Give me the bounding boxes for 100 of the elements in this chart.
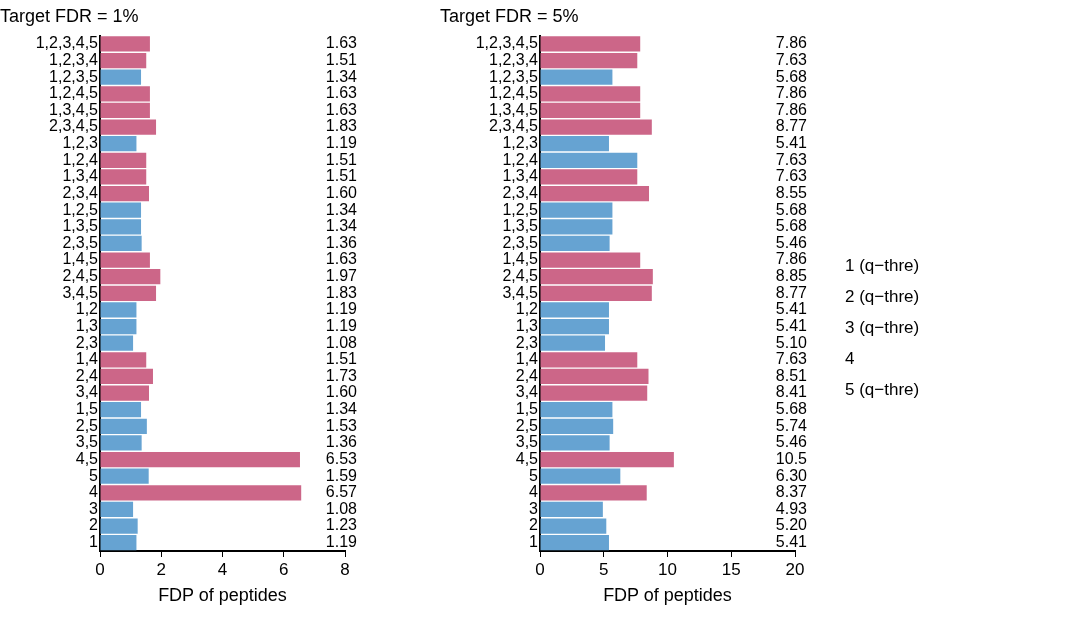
data-label: 8.37 <box>775 483 808 501</box>
y-tick-label: 2,4,5 <box>62 267 99 285</box>
y-tick-label: 4 <box>89 483 99 501</box>
data-label: 7.63 <box>775 50 808 68</box>
data-label: 8.77 <box>775 283 808 301</box>
y-tick-label: 2,4 <box>515 366 539 384</box>
bar <box>540 136 609 152</box>
bar <box>540 352 638 368</box>
data-label: 6.53 <box>325 449 358 467</box>
bar <box>100 352 147 368</box>
y-tick-label: 1,2,3,5 <box>489 67 539 85</box>
y-tick-label: 2,3 <box>515 333 539 351</box>
data-label: 7.86 <box>775 100 808 118</box>
y-tick-label: 1,4,5 <box>62 250 99 268</box>
x-tick-label: 4 <box>217 559 228 579</box>
data-label: 5.68 <box>775 200 808 218</box>
y-tick-label: 1,3,4 <box>62 167 99 185</box>
x-tick-label: 5 <box>599 559 609 579</box>
x-axis-title: FDP of peptides <box>158 585 287 606</box>
data-label: 1.34 <box>325 67 358 85</box>
x-tick-label: 0 <box>95 559 105 579</box>
chart-title: Target FDR = 5% <box>440 5 579 26</box>
bar <box>540 335 606 351</box>
y-tick-label: 2,3,4 <box>62 183 99 201</box>
y-tick-label: 1,3,4,5 <box>489 100 539 118</box>
data-label: 6.57 <box>325 483 358 501</box>
data-label: 8.55 <box>775 183 808 201</box>
y-tick-label: 1,3,5 <box>62 217 99 235</box>
y-tick-label: 2,3,4 <box>502 183 539 201</box>
y-tick-label: 2,5 <box>515 416 539 434</box>
y-tick-label: 1,2,3 <box>62 134 99 152</box>
data-label: 1.59 <box>325 466 358 484</box>
y-tick-label: 1,5 <box>515 400 539 418</box>
y-tick-label: 3,4 <box>515 383 539 401</box>
text: 4 <box>845 348 856 370</box>
data-label: 7.63 <box>775 150 808 168</box>
data-label: 1.23 <box>325 516 358 534</box>
bar <box>100 402 142 418</box>
bar <box>540 451 674 468</box>
bar <box>100 468 149 484</box>
y-tick-label: 5 <box>529 466 539 484</box>
data-label: 1.73 <box>325 366 358 384</box>
y-tick-label: 2,3,5 <box>502 233 539 251</box>
y-tick-label: 1,2,4 <box>62 150 99 168</box>
data-label: 7.86 <box>775 84 808 102</box>
y-tick-label: 1,2,4 <box>502 150 539 168</box>
y-tick-label: 1,2,5 <box>62 200 99 218</box>
data-label: 1.97 <box>325 267 358 285</box>
data-label: 1.36 <box>325 233 358 251</box>
y-tick-label: 5 <box>89 466 99 484</box>
bar <box>540 485 647 501</box>
bar <box>100 86 150 102</box>
y-tick-label: 4,5 <box>75 449 99 467</box>
data-label: 1.63 <box>325 84 358 102</box>
y-tick-label: 2,3,5 <box>62 233 99 251</box>
y-tick-label: 2,4,5 <box>502 267 539 285</box>
y-tick-label: 3,5 <box>75 433 99 451</box>
data-label: 1.19 <box>325 300 358 318</box>
data-label: 1.36 <box>325 433 358 451</box>
y-tick-label: 1,3,4,5 <box>49 100 99 118</box>
y-tick-label: 1,2,3,4 <box>489 50 539 68</box>
bar <box>540 402 613 418</box>
y-tick-label: 1 <box>89 533 99 551</box>
data-label: 5.74 <box>775 416 808 434</box>
y-tick-label: 1,4,5 <box>502 250 539 268</box>
y-tick-label: 3 <box>529 499 539 517</box>
data-label: 5.10 <box>775 333 808 351</box>
data-label: 8.41 <box>775 383 808 401</box>
data-label: 1.83 <box>325 117 358 135</box>
y-tick-label: 3,5 <box>515 433 539 451</box>
data-label: 5.68 <box>775 217 808 235</box>
x-tick-label: 2 <box>156 559 166 579</box>
data-label: 1.34 <box>325 400 358 418</box>
y-tick-label: 1,3 <box>515 316 539 334</box>
bar <box>100 136 137 152</box>
bar <box>540 285 652 301</box>
y-tick-label: 1,2 <box>75 300 99 318</box>
data-label: 1.60 <box>325 183 358 201</box>
text: 2 (q−thre) <box>845 286 920 308</box>
y-tick-label: 1,3,5 <box>502 217 539 235</box>
y-tick-label: 1,2 <box>515 300 539 318</box>
y-tick-label: 1,4 <box>75 350 99 368</box>
y-tick-label: 1 <box>529 533 539 551</box>
data-label: 6.30 <box>775 466 808 484</box>
data-label: 1.51 <box>325 50 358 68</box>
data-label: 1.83 <box>325 283 358 301</box>
y-tick-label: 1,2,3 <box>502 134 539 152</box>
text: 1 (q−thre) <box>845 255 920 277</box>
data-label: 8.77 <box>775 117 808 135</box>
data-label: 1.51 <box>325 167 358 185</box>
data-label: 5.46 <box>775 433 808 451</box>
y-tick-label: 2,3,4,5 <box>489 117 539 135</box>
data-label: 1.53 <box>325 416 358 434</box>
bar <box>540 468 621 484</box>
x-tick-label: 15 <box>721 559 741 579</box>
data-label: 1.34 <box>325 200 358 218</box>
bar <box>540 235 610 252</box>
y-tick-label: 1,2,3,4 <box>49 50 99 68</box>
data-label: 1.63 <box>325 100 358 118</box>
y-tick-label: 2,4 <box>75 366 99 384</box>
